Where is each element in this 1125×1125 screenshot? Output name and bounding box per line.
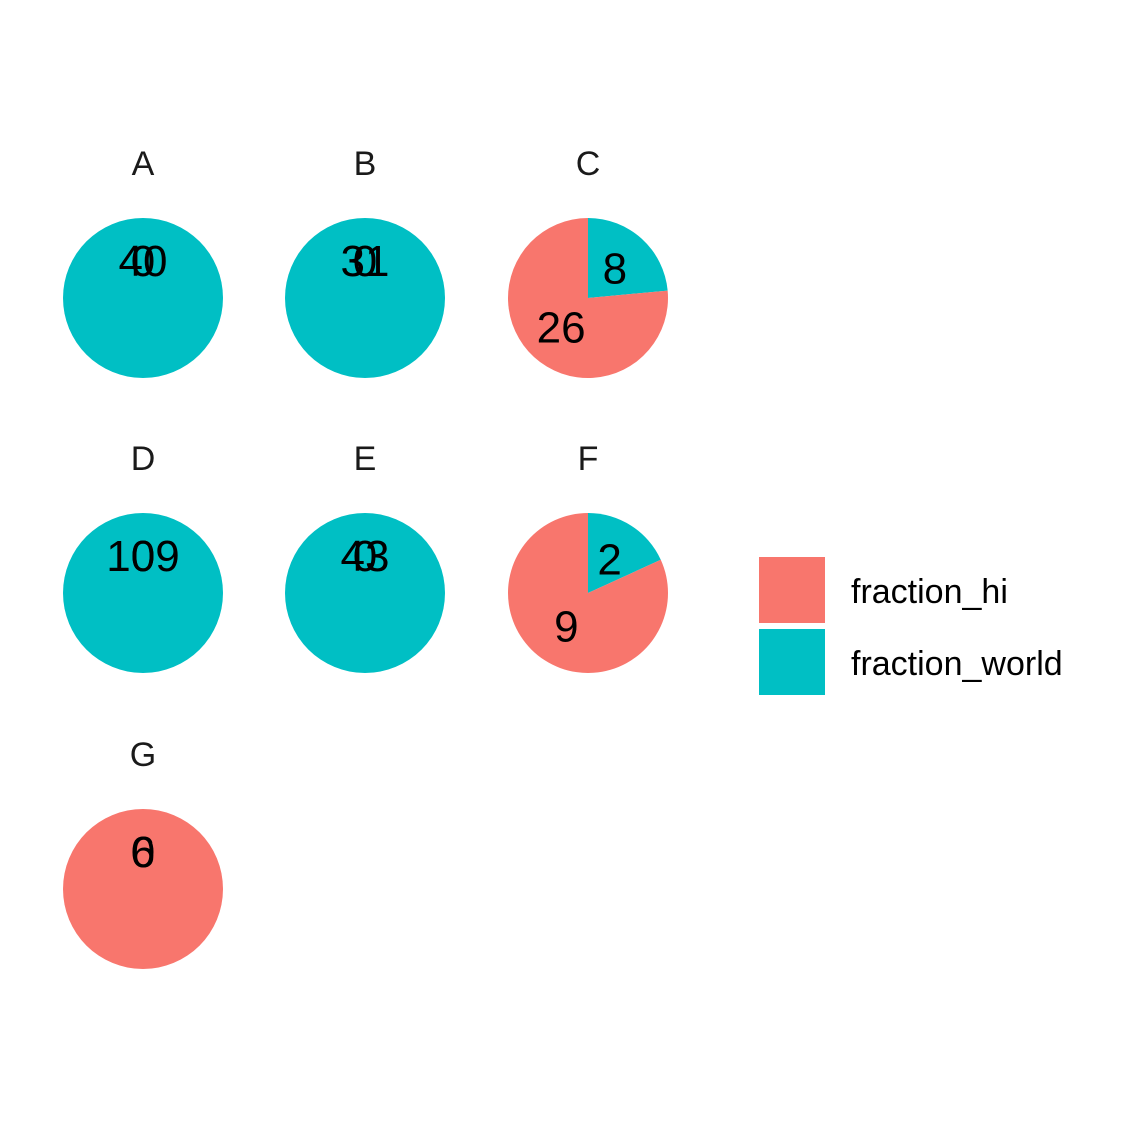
legend-label-fraction-hi: fraction_hi — [851, 573, 1008, 611]
data-label-fraction-world: 109 — [106, 532, 179, 581]
facet-title: A — [132, 145, 155, 183]
data-label-fraction-world: 0 — [131, 828, 155, 877]
facet-panel-b: B 031 — [285, 145, 445, 378]
legend-swatch-fraction-world — [759, 629, 825, 695]
pie-slice-fraction-hi — [63, 809, 223, 969]
facet-panel-a: A 040 — [63, 145, 223, 378]
data-label-fraction-hi: 0 — [131, 237, 155, 286]
pie-slice-fraction-world — [63, 513, 223, 673]
facet-title: G — [130, 736, 156, 774]
pie-slice-fraction-hi — [508, 218, 669, 379]
legend-label-fraction-world: fraction_world — [851, 645, 1063, 683]
facet-title: E — [354, 440, 377, 478]
data-label-fraction-world: 2 — [597, 535, 621, 584]
facet-panel-c: C 26 8 — [508, 145, 669, 379]
facet-title: D — [131, 440, 156, 478]
facet-title: C — [576, 145, 601, 183]
data-label-fraction-world: 40 — [119, 237, 168, 286]
legend: fraction_hi fraction_world — [759, 557, 1063, 695]
pie-slice-fraction-world — [285, 513, 445, 673]
data-label-fraction-hi: 0 — [131, 532, 155, 581]
pie-slice-fraction-world — [285, 218, 445, 378]
facet-title: B — [354, 145, 377, 183]
pie-slice-fraction-world — [63, 218, 223, 378]
facet-panel-f: F 92 — [508, 440, 668, 673]
facet-panel-e: E 043 — [285, 440, 445, 673]
legend-swatch-fraction-hi — [759, 557, 825, 623]
data-label-fraction-hi: 26 — [537, 304, 586, 353]
pie-slice-fraction-world — [588, 513, 661, 593]
data-label-fraction-world: 31 — [341, 237, 390, 286]
pie-slice-fraction-hi — [508, 513, 668, 673]
data-label-fraction-hi: 0 — [353, 237, 377, 286]
data-label-fraction-hi: 6 — [131, 828, 155, 877]
data-label-fraction-hi: 9 — [554, 603, 578, 652]
data-label-fraction-hi: 0 — [353, 532, 377, 581]
pie-slice-fraction-world — [588, 218, 668, 298]
facet-title: F — [578, 440, 599, 478]
data-label-fraction-world: 8 — [603, 244, 627, 293]
facet-panel-g: G 60 — [63, 736, 223, 969]
data-label-fraction-world: 43 — [341, 532, 390, 581]
